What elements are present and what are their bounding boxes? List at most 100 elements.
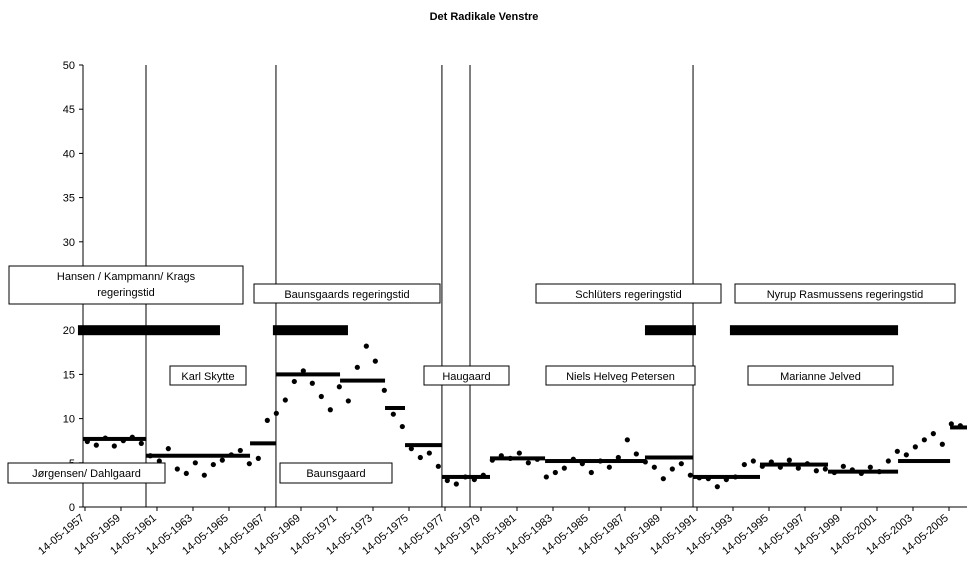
poll-point xyxy=(93,442,99,448)
annotation-box xyxy=(169,365,247,386)
poll-point xyxy=(678,461,684,467)
poll-point xyxy=(867,464,873,470)
poll-point xyxy=(210,461,216,468)
average-bar xyxy=(340,378,386,383)
average-bar xyxy=(146,453,251,458)
government-bar xyxy=(729,325,899,336)
poll-point xyxy=(219,457,225,463)
average-bar xyxy=(385,405,406,410)
annotation-text: Jørgensen/ Dahlgaard xyxy=(32,468,141,480)
poll-point xyxy=(741,461,747,468)
annotation-box xyxy=(535,283,722,304)
poll-point xyxy=(525,460,531,466)
poll-point xyxy=(174,466,180,472)
annotation-text: Marianne Jelved xyxy=(780,371,861,383)
average-bar xyxy=(275,372,341,377)
annotation-text: Baunsgaards regeringstid xyxy=(284,289,409,301)
poll-point xyxy=(840,463,846,469)
poll-point xyxy=(381,387,387,393)
average-bar xyxy=(405,443,442,448)
poll-point xyxy=(192,460,198,466)
poll-point xyxy=(948,421,954,427)
poll-point xyxy=(246,461,252,467)
annotation-box xyxy=(545,365,696,386)
annotation-text: Schlüters regeringstid xyxy=(575,289,681,301)
average-bar xyxy=(759,462,829,467)
poll-point xyxy=(714,484,720,490)
poll-point xyxy=(624,437,630,443)
poll-point xyxy=(156,458,162,464)
annotation-text: Karl Skytte xyxy=(181,371,234,383)
poll-point xyxy=(318,393,324,400)
y-tick-label: 45 xyxy=(63,104,75,116)
poll-point xyxy=(543,474,549,480)
y-tick-label: 30 xyxy=(63,237,75,249)
annotation-text: Hansen / Kampmann/ Krags xyxy=(57,271,196,283)
poll-point xyxy=(786,457,792,463)
poll-point xyxy=(687,472,693,478)
poll-point xyxy=(327,407,333,413)
poll-point xyxy=(183,470,189,477)
annotation-box xyxy=(253,283,441,304)
chart-title: Det Radikale Venstre xyxy=(430,11,539,23)
poll-point xyxy=(615,454,621,461)
poll-point xyxy=(237,447,243,454)
y-tick-label: 40 xyxy=(63,148,75,160)
poll-point xyxy=(633,451,639,457)
government-bar xyxy=(644,325,696,336)
y-tick-label: 35 xyxy=(63,193,75,205)
average-bar xyxy=(545,459,645,464)
y-tick-label: 10 xyxy=(63,414,75,426)
poll-point xyxy=(588,469,594,476)
poll-point xyxy=(912,444,918,450)
y-tick-label: 50 xyxy=(63,60,75,72)
poll-point xyxy=(651,464,657,470)
poll-point xyxy=(399,423,405,430)
poll-point xyxy=(813,468,819,474)
poll-point xyxy=(822,466,828,472)
annotation-text: Baunsgaard xyxy=(306,468,365,480)
poll-point xyxy=(309,380,315,386)
annotation-box xyxy=(423,365,510,386)
poll-point xyxy=(921,437,927,443)
y-tick-label: 20 xyxy=(63,325,75,337)
poll-point xyxy=(795,465,801,471)
poll-point xyxy=(930,431,936,437)
poll-point xyxy=(516,450,522,456)
annotation-box xyxy=(7,462,166,484)
average-bar xyxy=(898,459,951,464)
poll-point xyxy=(363,343,369,349)
annotation-box xyxy=(279,462,393,484)
poll-point xyxy=(417,454,423,461)
poll-point xyxy=(408,446,414,452)
poll-point xyxy=(111,443,117,449)
poll-point xyxy=(561,465,567,471)
government-bar xyxy=(272,325,348,336)
poll-point xyxy=(300,368,306,374)
poll-point xyxy=(138,440,144,446)
poll-point xyxy=(282,397,288,403)
annotation-box xyxy=(8,265,244,305)
average-bar xyxy=(250,441,276,446)
poll-point xyxy=(165,446,171,452)
poll-point xyxy=(372,358,378,364)
annotation-text: Niels Helveg Petersen xyxy=(566,371,675,383)
poll-point xyxy=(426,450,432,456)
poll-point xyxy=(885,458,891,464)
poll-point xyxy=(750,458,756,464)
poll-point xyxy=(444,477,450,484)
average-bar xyxy=(489,456,546,461)
government-bar xyxy=(77,325,220,336)
average-bar xyxy=(950,425,967,430)
poll-point xyxy=(264,417,270,423)
poll-point xyxy=(939,441,945,447)
average-bar xyxy=(441,474,490,479)
average-bar xyxy=(644,455,694,460)
poll-point xyxy=(435,463,441,469)
poll-point xyxy=(390,411,396,417)
average-bar xyxy=(83,436,147,441)
poll-point xyxy=(453,481,459,487)
poll-point xyxy=(606,464,612,470)
poll-point xyxy=(345,398,351,404)
